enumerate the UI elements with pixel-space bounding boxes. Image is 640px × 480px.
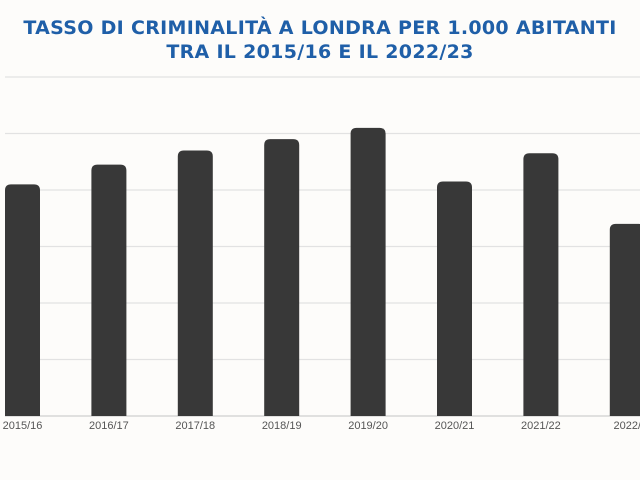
bar-2017-18 <box>177 150 213 416</box>
bar-2015-16 <box>5 184 40 416</box>
x-tick-label: 2015/16 <box>3 420 43 432</box>
bar-2021-22 <box>523 153 559 416</box>
x-tick-label: 2022/ <box>614 420 640 432</box>
x-tick-label: 2021/22 <box>521 420 561 432</box>
bar-2020-21 <box>437 181 472 416</box>
bar-2016-17 <box>91 164 127 416</box>
x-tick-label: 2016/17 <box>89 420 129 432</box>
chart-title-line-2: TRA IL 2015/16 E IL 2022/23 <box>166 41 474 63</box>
x-tick-label: 2018/19 <box>262 420 302 432</box>
x-tick-label: 2020/21 <box>435 420 475 432</box>
bar-2022-23 <box>609 223 640 416</box>
x-tick-label: 2017/18 <box>175 420 215 432</box>
chart-title: TASSO DI CRIMINALITÀ A LONDRA PER 1.000 … <box>0 16 640 64</box>
bar-2019-20 <box>350 127 386 416</box>
x-tick-label: 2019/20 <box>348 420 388 432</box>
bar-2018-19 <box>264 139 300 416</box>
chart-title-line-1: TASSO DI CRIMINALITÀ A LONDRA PER 1.000 … <box>23 17 617 39</box>
